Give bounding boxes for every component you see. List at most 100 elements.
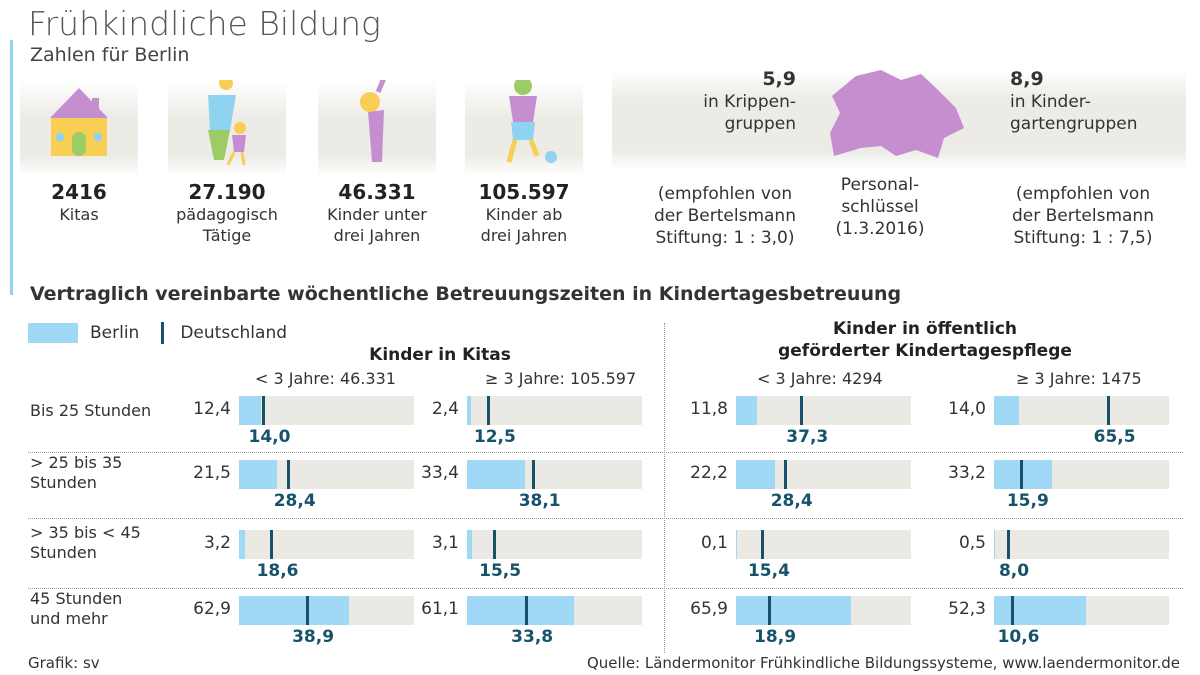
value-deutschland: 15,5 — [479, 561, 522, 581]
accent-line — [10, 40, 13, 295]
ratio-label: gruppen — [724, 114, 796, 134]
ratio-krippe: 5,9 in Krippen- gruppen — [640, 68, 796, 135]
stat-value: 105.597 — [478, 180, 570, 204]
bar-berlin — [239, 530, 245, 559]
bar-track — [994, 530, 1169, 559]
value-deutschland: 14,0 — [248, 427, 291, 447]
stat-staff: 27.190 pädagogisch Tätige — [168, 76, 286, 246]
bar-track — [994, 596, 1169, 625]
value-berlin: 14,0 — [948, 399, 986, 419]
value-deutschland: 38,9 — [292, 627, 335, 647]
adult-with-child-icon — [168, 76, 286, 175]
ratio-label: in Krippen- — [703, 92, 796, 112]
bar-berlin — [994, 596, 1086, 625]
child-with-ball-icon — [465, 77, 583, 175]
group-divider — [664, 323, 665, 653]
value-deutschland: 18,9 — [754, 627, 797, 647]
stat-label: Kinder ab — [485, 205, 563, 224]
ratio-label: gartengruppen — [1010, 114, 1138, 134]
value-deutschland: 15,9 — [1006, 491, 1049, 511]
bar-berlin — [467, 396, 472, 425]
value-berlin: 22,2 — [690, 463, 728, 483]
source: Quelle: Ländermonitor Frühkindliche Bild… — [586, 654, 1180, 672]
stat-under-three: 46.331 Kinder unter drei Jahren — [318, 77, 436, 246]
bar-track — [467, 530, 642, 559]
bar-track — [467, 460, 642, 489]
value-berlin: 33,2 — [948, 463, 986, 483]
marker-deutschland — [287, 460, 291, 489]
value-berlin: 65,9 — [690, 599, 728, 619]
column-header: ≥ 3 Jahre: 1475 — [1016, 369, 1142, 388]
row-label: > 35 bis < 45 Stunden — [30, 523, 141, 562]
row-label: > 25 bis 35 Stunden — [30, 453, 123, 492]
bar-berlin — [994, 530, 995, 559]
legend-marker-deutschland — [161, 322, 165, 344]
value-deutschland: 37,3 — [786, 427, 829, 447]
bar-berlin — [467, 596, 574, 625]
legend-label-berlin: Berlin — [90, 323, 140, 343]
ratio-caption: Personal-schlüssel (1.3.2016) — [835, 175, 925, 239]
bar-track — [736, 460, 911, 489]
group-title-kitas: Kinder in Kitas — [369, 345, 511, 365]
legend: Berlin Deutschland — [28, 322, 287, 344]
marker-deutschland — [799, 396, 803, 425]
marker-deutschland — [1020, 460, 1024, 489]
bar-berlin — [736, 596, 852, 625]
row-divider — [28, 452, 1183, 453]
bar-track — [239, 396, 414, 425]
stat-label: Kitas — [59, 205, 99, 224]
marker-deutschland — [262, 396, 265, 425]
house-icon — [20, 80, 138, 175]
value-berlin: 12,4 — [193, 399, 231, 419]
marker-deutschland — [532, 460, 536, 489]
bar-berlin — [467, 530, 473, 559]
marker-deutschland — [305, 596, 309, 625]
page-subtitle: Zahlen für Berlin — [30, 44, 190, 66]
marker-deutschland — [761, 530, 765, 559]
value-deutschland: 28,4 — [273, 491, 316, 511]
column-header: ≥ 3 Jahre: 105.597 — [485, 369, 637, 388]
berlin-map-icon — [830, 70, 964, 158]
bar-track — [467, 396, 642, 425]
chart-title: Vertraglich vereinbarte wöchentliche Bet… — [30, 283, 902, 305]
bar-track — [994, 460, 1169, 489]
ratio-kindergarten-value: 8,9 — [1010, 68, 1044, 90]
marker-deutschland — [1107, 396, 1111, 425]
marker-deutschland — [1006, 530, 1010, 559]
credit: Grafik: sv — [28, 654, 100, 672]
row-divider — [28, 588, 1183, 589]
bar-berlin — [736, 460, 775, 489]
legend-swatch-berlin — [28, 323, 78, 343]
marker-deutschland — [487, 396, 491, 425]
column-header: < 3 Jahre: 4294 — [757, 369, 883, 388]
ratio-label: in Kinder- — [1010, 92, 1091, 112]
stat-label: drei Jahren — [333, 226, 421, 245]
value-deutschland: 28,4 — [770, 491, 813, 511]
row-label: Bis 25 Stunden — [30, 401, 152, 420]
value-berlin: 3,2 — [203, 533, 231, 553]
value-deutschland: 15,4 — [747, 561, 790, 581]
value-deutschland: 12,5 — [473, 427, 516, 447]
column-header: < 3 Jahre: 46.331 — [255, 369, 396, 388]
bar-track — [239, 460, 414, 489]
bar-berlin — [467, 460, 526, 489]
bar-track — [467, 596, 642, 625]
bar-track — [239, 530, 414, 559]
marker-deutschland — [492, 530, 496, 559]
bar-track — [736, 530, 911, 559]
value-deutschland: 18,6 — [256, 561, 299, 581]
value-berlin: 2,4 — [431, 399, 459, 419]
bar-track — [736, 596, 911, 625]
legend-label-deutschland: Deutschland — [180, 323, 288, 343]
value-berlin: 11,8 — [690, 399, 728, 419]
bar-berlin — [736, 396, 757, 425]
bar-berlin — [239, 396, 261, 425]
group-title-tagespflege: Kinder in öffentlich geförderter Kinderta… — [778, 319, 1072, 361]
value-berlin: 52,3 — [948, 599, 986, 619]
marker-deutschland — [270, 530, 274, 559]
stat-value: 2416 — [51, 180, 107, 204]
value-berlin: 0,5 — [958, 533, 986, 553]
stat-value: 46.331 — [338, 180, 416, 204]
value-berlin: 61,1 — [421, 599, 459, 619]
row-label: 45 Stunden und mehr — [30, 589, 123, 628]
